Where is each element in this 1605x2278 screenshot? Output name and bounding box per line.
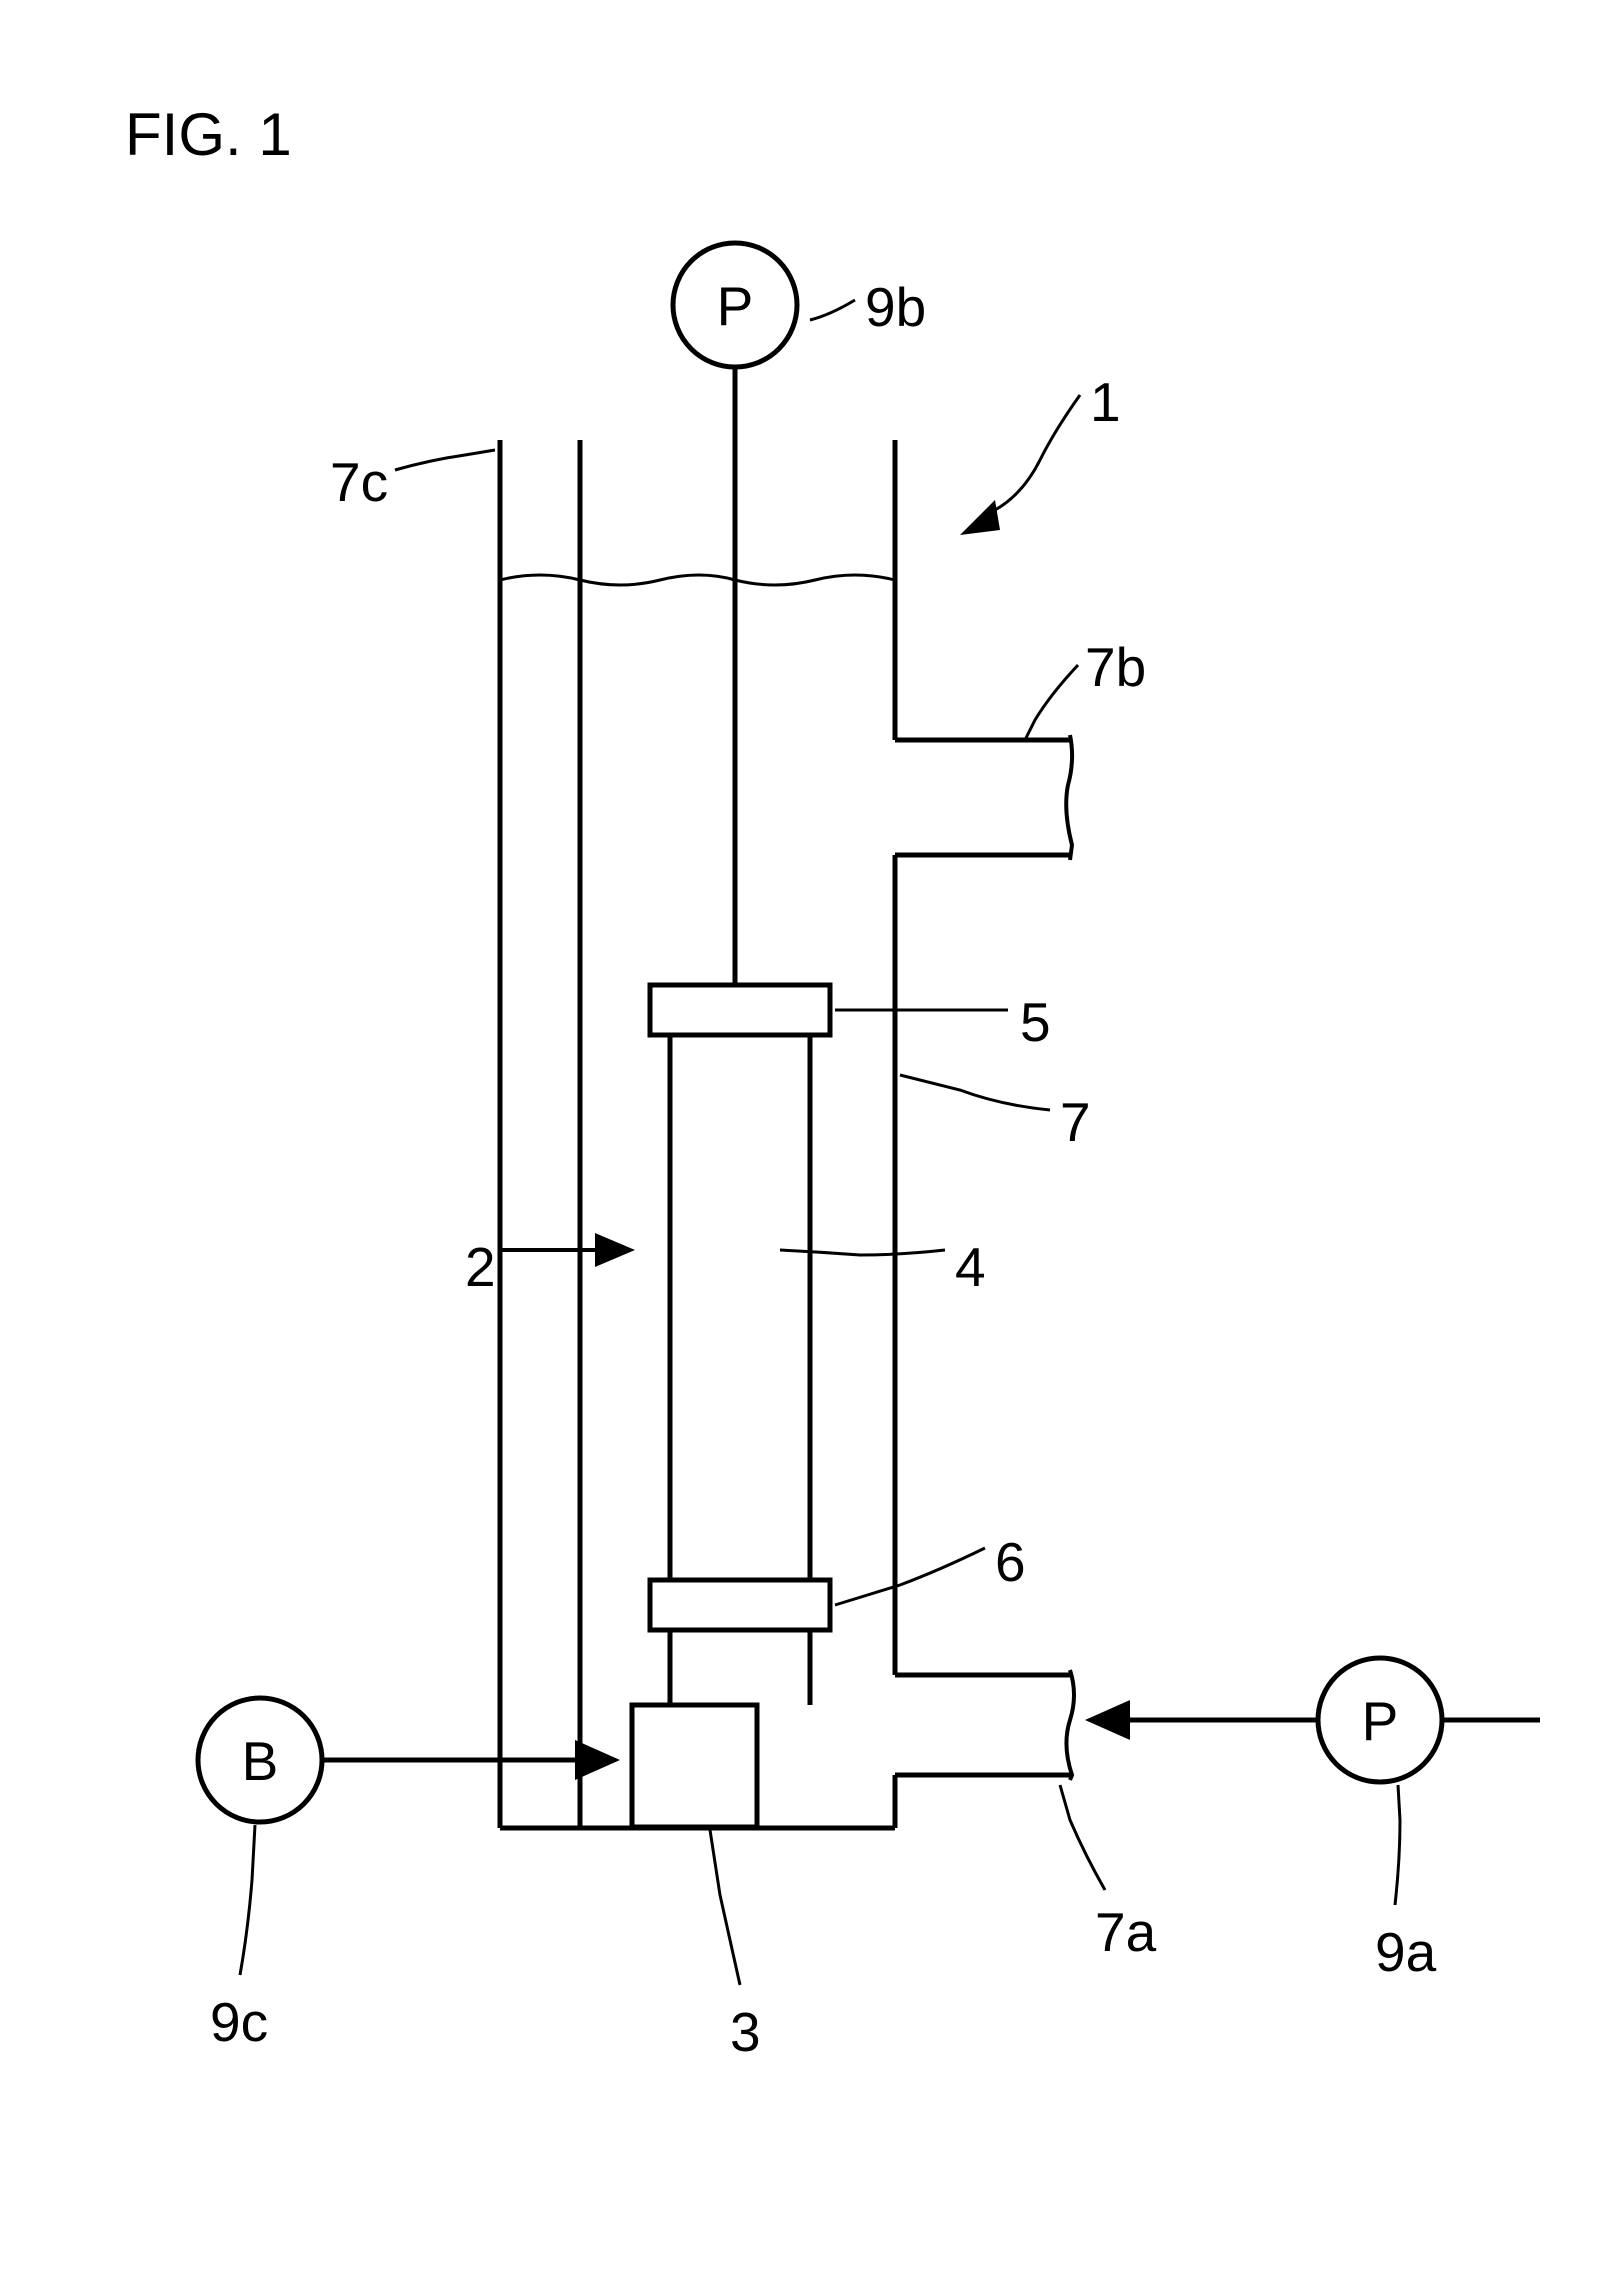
diagram-svg: P P B [0, 0, 1605, 2278]
label-5: 5 [1020, 990, 1051, 1054]
label-4: 4 [955, 1235, 986, 1299]
circle-p-top-text: P [717, 275, 754, 337]
label-7: 7 [1060, 1090, 1091, 1154]
label-6: 6 [995, 1530, 1026, 1594]
circle-p-right-text: P [1362, 1690, 1399, 1752]
label-7a: 7a [1095, 1900, 1156, 1964]
label-1: 1 [1090, 370, 1121, 434]
label-3: 3 [730, 2000, 761, 2064]
label-9b: 9b [865, 275, 926, 339]
circle-b-text: B [242, 1730, 279, 1792]
label-9a: 9a [1375, 1920, 1436, 1984]
label-7c: 7c [330, 450, 388, 514]
label-9c: 9c [210, 1990, 268, 2054]
label-2: 2 [465, 1235, 496, 1299]
label-7b: 7b [1085, 635, 1146, 699]
